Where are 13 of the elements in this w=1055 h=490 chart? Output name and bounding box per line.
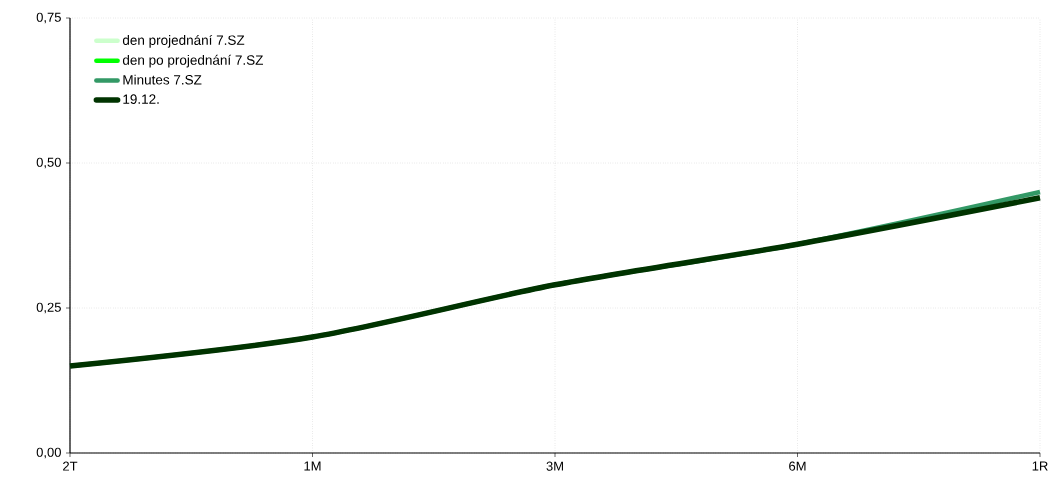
x-tick-label: 3M [546,461,563,471]
x-tick-label: 2T [63,461,78,471]
x-tick-label: 1R [1032,461,1048,471]
y-tick-label: 0,75 [36,12,61,24]
legend-label: den projednání 7.SZ [122,34,245,48]
y-tick-label: 0,25 [36,302,61,314]
y-tick-label: 0,50 [36,157,61,169]
legend-label: Minutes 7.SZ [123,74,202,85]
legend-label: 19.12. [123,94,159,104]
x-tick-label: 6M [789,461,806,471]
y-tick-label: 0,00 [36,447,61,459]
x-tick-label: 1M [304,461,321,471]
legend-label: den po projednání 7.SZ [122,54,264,68]
